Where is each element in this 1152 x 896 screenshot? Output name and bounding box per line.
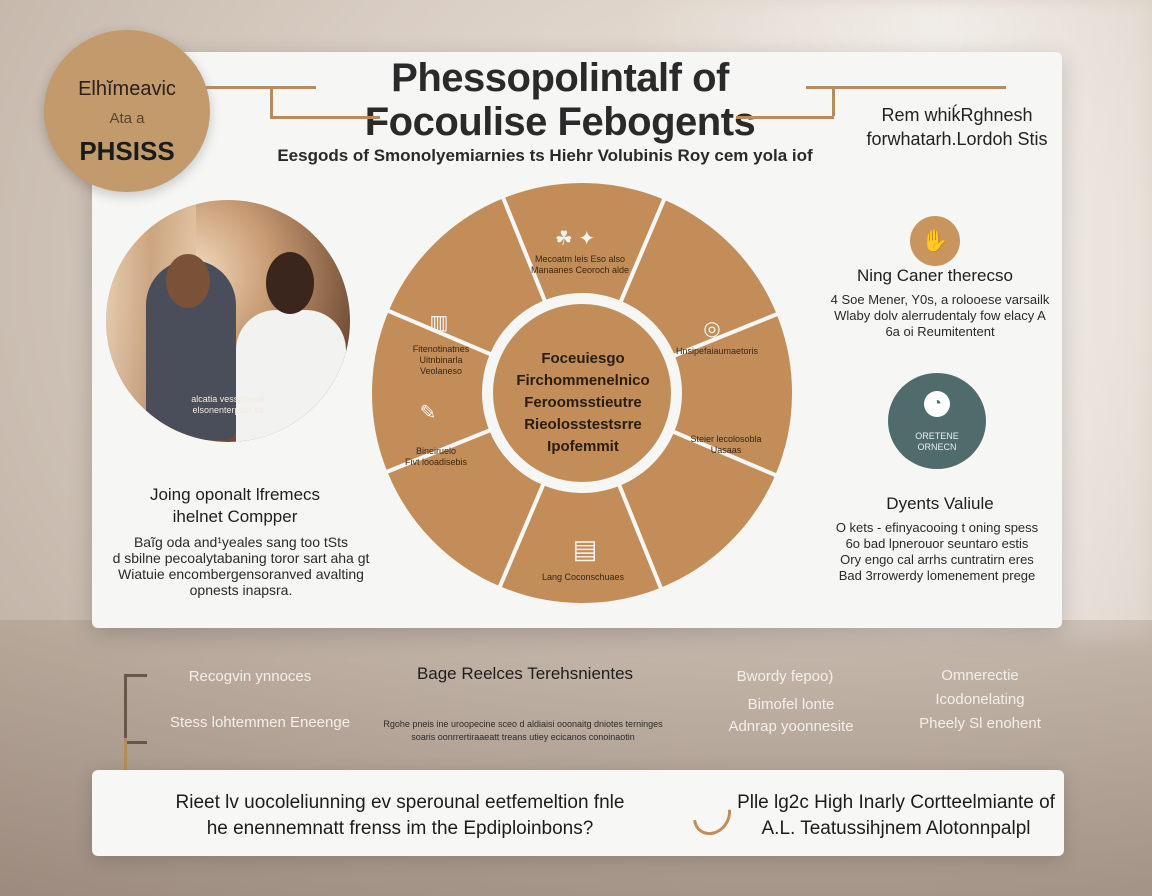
- seg-0-label: Mecoatm leis Eso also Manaanes Ceoroch a…: [530, 254, 630, 275]
- photo-caregiver: [236, 310, 346, 442]
- bottom-bar: [92, 770, 1064, 856]
- right-section-2-body: O kets - efinyacooing t oning spess 6o b…: [835, 520, 1039, 583]
- seg-3-label: Lang Coconschuaes: [541, 572, 625, 582]
- left-section-body: Baĩg oda and¹yeales sang too tSts d sbil…: [112, 534, 370, 598]
- seg-2-label: Steier lecolosobla Uasaas: [690, 434, 762, 455]
- wheel-center-circle: [487, 298, 677, 488]
- bottom-bar-right-text: Plle lg2c High Inarly Cortteelmiante of …: [737, 792, 1055, 839]
- title-arrow-right-bottom: [736, 116, 834, 119]
- left-bracket: [124, 674, 147, 744]
- title-arrow-right: [806, 86, 1006, 89]
- title-arrow-left-bottom: [270, 116, 380, 119]
- band-right-label-1: Bwordy fepoo): [736, 668, 834, 685]
- band-right-label-2: Bimofel lonte Adnrap yoonnesite: [728, 696, 854, 735]
- badge-circle: Elhĭmeavic Ata a PHSISS: [44, 30, 210, 192]
- bottom-bar-left-text: Rieet lv uocoleliunning ev sperounal eet…: [175, 792, 625, 839]
- seg-5-icon: ▥: [429, 312, 449, 334]
- photo-caregiver-head: [266, 252, 314, 314]
- photo-patient-head: [166, 254, 210, 308]
- title-arrow-left-down: [270, 86, 273, 116]
- band-left-label-2: Stess lohtemmen Eneenge: [169, 714, 351, 731]
- right-section-1-body: 4 Soe Mener, Y0s, a rolooese varsailk Wl…: [830, 292, 1050, 339]
- page-subtitle: Eesgods of Smonolyemiarnies ts Hiehr Vol…: [277, 146, 813, 165]
- badge-line-1: Elhĭmeavic: [78, 78, 176, 100]
- seg-1-label: Hnsipefaiaumaetoris: [675, 346, 759, 356]
- seg-5-label: Fitenotinatnes Uitnbinarla Veolaneso: [412, 344, 470, 376]
- seg-1-icon: ◎: [703, 318, 721, 340]
- right-header-line-1: Rem whiḱRghnesh: [881, 105, 1033, 125]
- caregiver-photo: alcatia vessiteneal elsonenterpaxt sa: [106, 200, 350, 442]
- photo-caption: alcatia vessiteneal elsonenterpaxt sa: [191, 394, 265, 415]
- band-middle-body: Rgohe pneis ine uroopecine sceo d aldiai…: [383, 719, 663, 742]
- badge-line-3: PHSISS: [79, 136, 175, 166]
- title-line-1: Phessopolintalf of: [391, 56, 729, 100]
- process-wheel: [369, 179, 795, 607]
- seg-0-icon: ☘ ✦: [554, 228, 596, 250]
- seg-3-icon: ▤: [572, 534, 598, 564]
- title-arrow-left: [206, 86, 316, 89]
- wheel-segments: [369, 179, 795, 607]
- band-far-right: Omnerectie Icodonelating Pheely Sl enohe…: [919, 667, 1041, 732]
- teal-circle: ◔ ORETENE ORNECN: [888, 373, 986, 469]
- wheel-center-text: Foceuiesgo Firchommenelnico Feroomsstieu…: [516, 350, 650, 455]
- clock-icon: ◔: [924, 391, 950, 417]
- band-left-label-1: Recogvin ynnoces: [188, 668, 312, 685]
- right-section-2-heading: Dyents Valiule: [886, 494, 994, 513]
- hand-icon: ✋: [910, 216, 960, 266]
- right-section-1-heading: Ning Caner therecso: [857, 266, 1013, 285]
- right-header-line-2: forwhatarh.Lordoh Stis: [866, 129, 1048, 149]
- seg-4-icon: ✎: [419, 402, 437, 424]
- title-line-2: Focoulise Febogents: [364, 100, 756, 144]
- band-middle-heading: Bage Reelces Terehsnientes: [416, 664, 634, 683]
- badge-line-2: Ata a: [109, 110, 145, 127]
- title-arrow-right-down: [832, 86, 835, 116]
- left-section-heading: Joing oponalt lfremecs ihelnet Compper: [149, 485, 321, 526]
- teal-circle-text: ORETENE ORNECN: [915, 431, 959, 452]
- right-header: Rem whiḱRghnesh forwhatarh.Lordoh Stis: [852, 103, 1062, 151]
- page-title: Phessopolintalf of Focoulise Febogents: [330, 56, 790, 144]
- wheel-segment-7: [384, 193, 548, 358]
- seg-4-label: Bineiruelo Fivt looadisebis: [404, 446, 468, 467]
